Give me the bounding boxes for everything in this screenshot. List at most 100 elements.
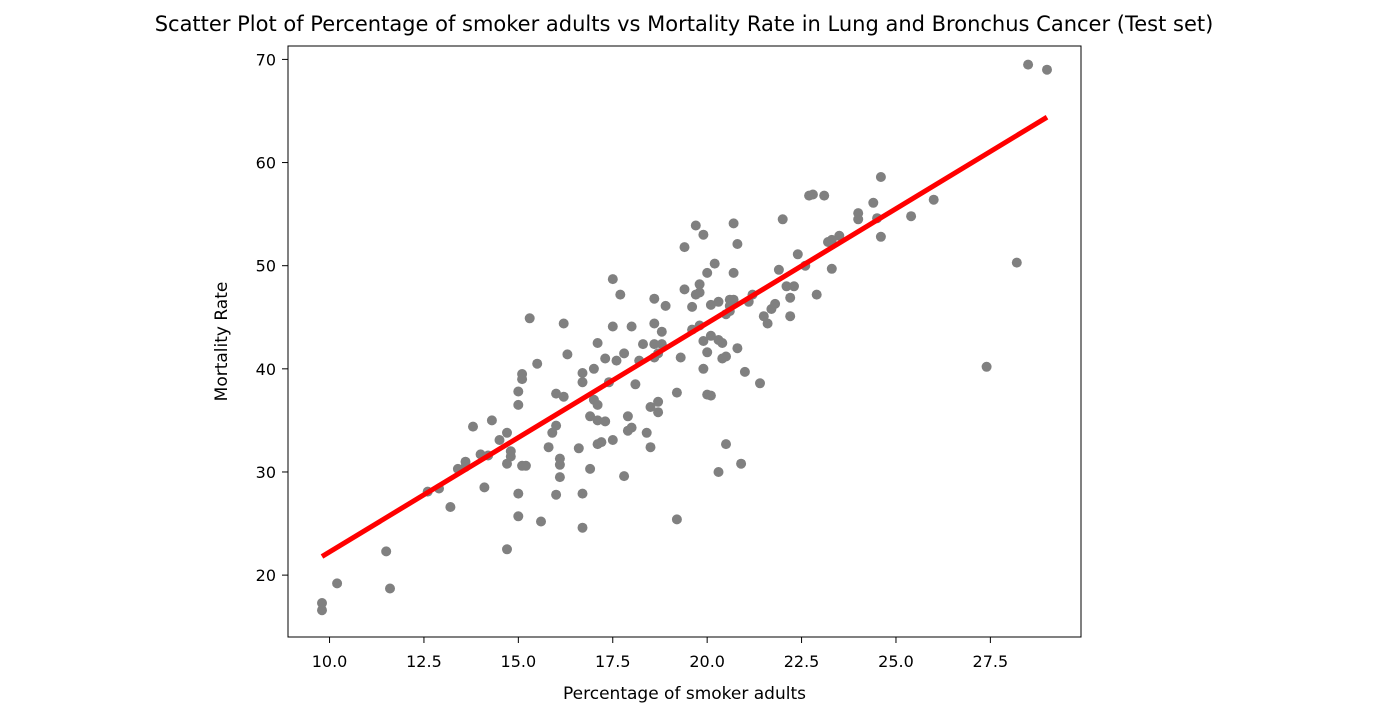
scatter-point <box>777 214 788 225</box>
scatter-point <box>728 267 739 278</box>
scatter-point <box>698 229 709 240</box>
y-axis-title: Mortality Rate <box>212 282 232 402</box>
scatter-point <box>819 190 830 201</box>
scatter-point <box>868 197 879 208</box>
scatter-point <box>679 242 690 253</box>
scatter-point <box>770 298 781 309</box>
scatter-point <box>513 511 524 522</box>
scatter-point <box>732 239 743 249</box>
scatter-point <box>981 361 992 372</box>
scatter-point <box>468 421 478 432</box>
scatter-point <box>906 211 917 222</box>
y-tick-label: 20 <box>256 566 276 585</box>
scatter-point <box>445 502 456 512</box>
scatter-point <box>675 352 686 363</box>
scatter-point <box>577 488 588 499</box>
y-tick-label: 30 <box>256 463 276 482</box>
x-tick-label: 10.0 <box>312 652 348 671</box>
scatter-point <box>562 349 573 360</box>
scatter-point <box>638 339 648 350</box>
scatter-point <box>702 267 713 278</box>
scatter-point <box>592 415 603 426</box>
scatter-point <box>615 289 626 300</box>
scatter-point <box>721 439 731 450</box>
y-tick-label: 70 <box>256 50 276 69</box>
x-axis-ticks: 10.0 12.5 15.0 17.5 20.0 22.5 25.0 27.5 <box>312 637 1008 671</box>
scatter-point <box>705 330 716 341</box>
scatter-point <box>687 301 698 312</box>
scatter-point <box>502 427 512 438</box>
scatter-point <box>381 546 392 557</box>
scatter-point <box>694 279 705 290</box>
scatter-point <box>558 391 569 402</box>
scatter-point <box>1011 257 1022 268</box>
scatter-point <box>649 339 660 350</box>
scatter-point <box>494 435 505 445</box>
scatter-point <box>573 443 584 454</box>
scatter-point <box>385 583 395 594</box>
scatter-point <box>732 343 743 354</box>
y-tick-label: 50 <box>256 257 276 276</box>
scatter-point <box>739 366 750 377</box>
scatter-point <box>792 249 803 260</box>
plot-frame <box>287 45 1082 638</box>
scatter-point <box>713 296 724 307</box>
scatter-point <box>713 467 724 477</box>
x-tick-label: 12.5 <box>406 652 442 671</box>
scatter-point <box>807 189 818 200</box>
scatter-point <box>728 218 739 229</box>
scatter-point <box>785 311 796 322</box>
scatter-point <box>611 355 622 366</box>
scatter-point <box>811 289 822 300</box>
x-tick-label: 15.0 <box>501 652 537 671</box>
scatter-point <box>679 284 690 295</box>
scatter-point <box>517 374 528 385</box>
scatter-point <box>592 399 603 410</box>
scatter-point <box>649 318 660 329</box>
scatter-point <box>698 336 709 346</box>
scatter-point <box>577 522 588 533</box>
scatter-point <box>653 396 664 407</box>
scatter-point <box>505 451 516 462</box>
scatter-point <box>626 321 637 332</box>
scatter-point <box>520 460 531 471</box>
scatter-point <box>875 172 886 182</box>
scatter-point <box>656 326 667 337</box>
scatter-point <box>607 435 618 445</box>
scatter-point <box>577 368 588 378</box>
scatter-point <box>585 463 596 474</box>
scatter-point <box>709 258 720 269</box>
scatter-point <box>789 281 799 292</box>
scatter-point <box>694 287 705 298</box>
y-tick-label: 40 <box>256 360 276 379</box>
scatter-point <box>645 442 656 453</box>
scatter-point <box>653 407 664 418</box>
scatter-point <box>607 274 618 285</box>
scatter-point <box>513 488 524 499</box>
scatter-point <box>728 294 739 305</box>
scatter-point <box>626 422 637 433</box>
scatter-point <box>660 300 671 311</box>
scatter-point <box>532 358 543 369</box>
scatter-point <box>875 231 886 242</box>
scatter-point <box>736 458 747 469</box>
scatter-point <box>826 263 837 274</box>
scatter-point <box>649 293 660 304</box>
scatter-point <box>551 420 562 431</box>
scatter-point <box>705 299 716 310</box>
scatter-point <box>585 411 596 422</box>
scatter-point <box>619 348 630 359</box>
scatter-point <box>630 379 641 390</box>
scatter-point <box>596 437 607 448</box>
scatter-point <box>600 353 611 364</box>
scatter-point <box>641 427 652 438</box>
scatter-point <box>502 544 512 555</box>
scatter-point <box>543 442 554 453</box>
scatter-point <box>1042 64 1052 75</box>
scatter-point <box>317 605 327 616</box>
x-tick-label: 17.5 <box>595 652 631 671</box>
scatter-point <box>853 208 864 219</box>
scatter-point <box>592 338 603 348</box>
scatter-point <box>834 230 845 241</box>
